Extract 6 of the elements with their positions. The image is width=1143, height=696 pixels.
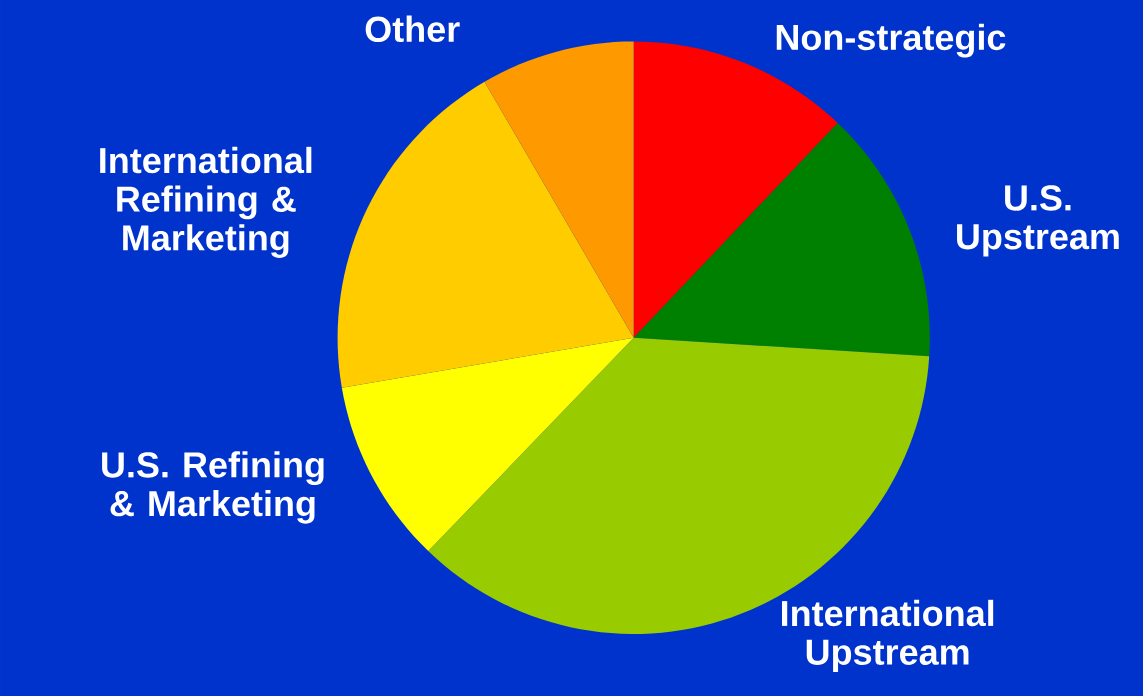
slice-label: Non-strategic	[776, 23, 1006, 58]
slice-label: U.S. Upstream	[957, 185, 1119, 257]
slice-label: U.S. Refining & Marketing	[102, 451, 324, 524]
slice-label: International Upstream	[782, 599, 994, 672]
slice-label: Other	[365, 15, 460, 42]
slice-label: International Refining & Marketing	[100, 146, 312, 258]
